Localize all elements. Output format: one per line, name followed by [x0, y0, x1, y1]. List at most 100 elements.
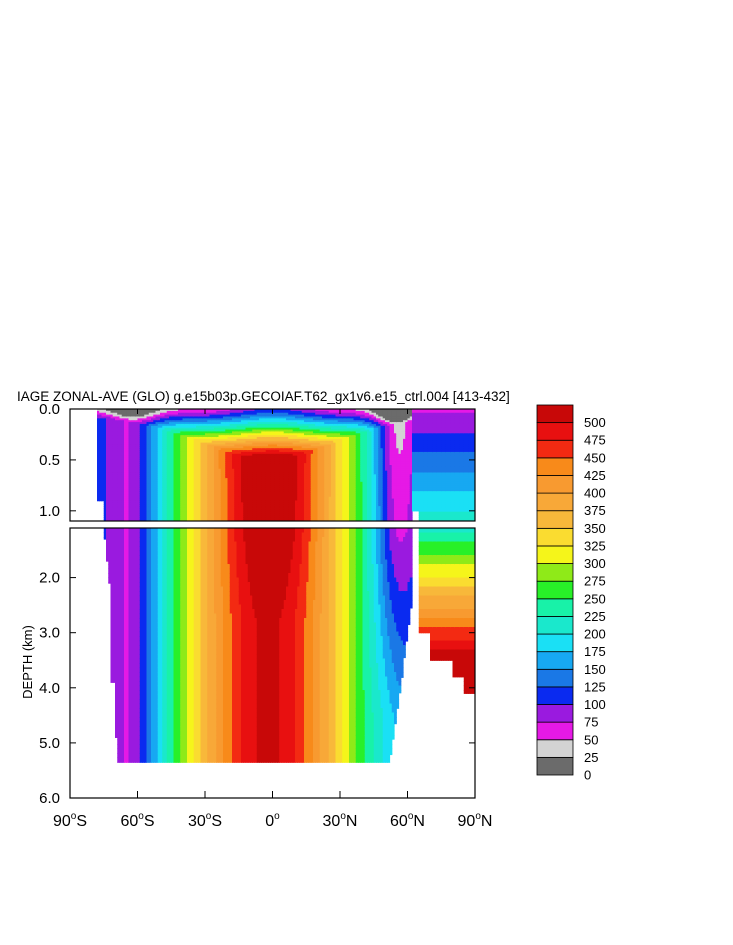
age-cell [119, 416, 123, 419]
age-cell [180, 474, 184, 477]
age-cell [128, 435, 132, 438]
age-cell [175, 472, 179, 475]
age-cell [139, 485, 143, 488]
age-cell [272, 459, 276, 462]
age-cell [151, 435, 154, 438]
age-cell [126, 431, 130, 434]
age-cell [157, 448, 161, 451]
age-cell [214, 412, 217, 416]
age-cell [218, 438, 222, 442]
age-cell [214, 509, 217, 513]
age-cell [254, 494, 258, 498]
age-cell [110, 429, 114, 432]
age-cell [97, 500, 100, 502]
age-cell [268, 509, 271, 513]
age-cell [103, 494, 107, 498]
age-cell [252, 504, 256, 507]
age-cell [139, 414, 143, 418]
age-cell [196, 513, 199, 516]
age-cell [108, 487, 112, 490]
age-cell [101, 476, 105, 479]
age-cell [155, 517, 159, 520]
age-cell [133, 519, 136, 521]
age-cell [268, 502, 271, 505]
age-cell [254, 451, 258, 455]
age-cell [164, 459, 168, 462]
age-cell [146, 470, 150, 474]
age-cell [146, 446, 150, 449]
age-cell [263, 438, 267, 442]
age-cell [184, 493, 188, 496]
age-cell [160, 485, 163, 488]
age-cell [189, 478, 193, 481]
age-cell [214, 442, 217, 446]
age-cell [254, 450, 258, 453]
age-cell [268, 448, 271, 451]
age-cell [252, 500, 256, 503]
age-cell [261, 470, 265, 474]
age-cell [227, 502, 231, 505]
age-cell [142, 440, 145, 444]
age-cell [160, 470, 163, 474]
age-cell [139, 478, 143, 481]
age-cell [223, 416, 226, 419]
age-cell [218, 511, 222, 515]
age-cell [119, 465, 123, 468]
age-cell [191, 478, 195, 481]
age-cell [218, 423, 222, 427]
age-cell [142, 457, 145, 460]
age-cell [227, 470, 231, 474]
age-cell [283, 414, 287, 418]
age-cell [142, 485, 145, 488]
age-cell [155, 487, 159, 490]
age-cell [268, 416, 271, 419]
age-cell [108, 493, 112, 496]
age-cell [184, 433, 188, 436]
age-cell [243, 448, 247, 451]
age-cell [205, 491, 208, 494]
age-cell [198, 485, 202, 488]
age-cell [214, 504, 217, 507]
age-cell [151, 440, 154, 444]
age-cell [155, 461, 159, 464]
age-cell [211, 500, 215, 503]
age-cell [211, 410, 215, 414]
age-cell [112, 455, 116, 459]
age-cell [184, 457, 188, 460]
age-cell [261, 511, 265, 515]
age-cell [142, 461, 145, 464]
age-cell [263, 450, 267, 453]
age-cell [232, 409, 235, 412]
age-cell [209, 470, 213, 474]
age-cell [144, 478, 148, 481]
age-cell [218, 502, 222, 505]
age-cell [223, 427, 226, 431]
age-cell [162, 451, 166, 455]
age-cell [146, 506, 150, 509]
age-cell [250, 446, 253, 449]
upper-panel-field [97, 409, 475, 521]
age-cell [144, 476, 148, 479]
age-cell [220, 504, 224, 507]
age-cell [245, 450, 249, 453]
age-cell [200, 455, 204, 459]
age-cell [139, 502, 143, 505]
age-cell [124, 468, 127, 472]
age-cell [274, 451, 278, 455]
age-cell [209, 498, 213, 502]
age-cell [164, 468, 168, 472]
age-cell [119, 418, 123, 421]
age-cell [187, 433, 190, 436]
age-cell [268, 515, 271, 518]
age-cell [160, 420, 163, 423]
age-cell [263, 457, 267, 460]
age-cell [148, 451, 152, 455]
age-cell [241, 446, 244, 449]
age-cell [238, 461, 242, 464]
age-cell [180, 410, 184, 414]
age-cell [164, 519, 168, 521]
age-cell [227, 440, 231, 444]
age-cell [205, 517, 208, 520]
age-cell [144, 466, 148, 470]
age-cell [227, 509, 231, 513]
